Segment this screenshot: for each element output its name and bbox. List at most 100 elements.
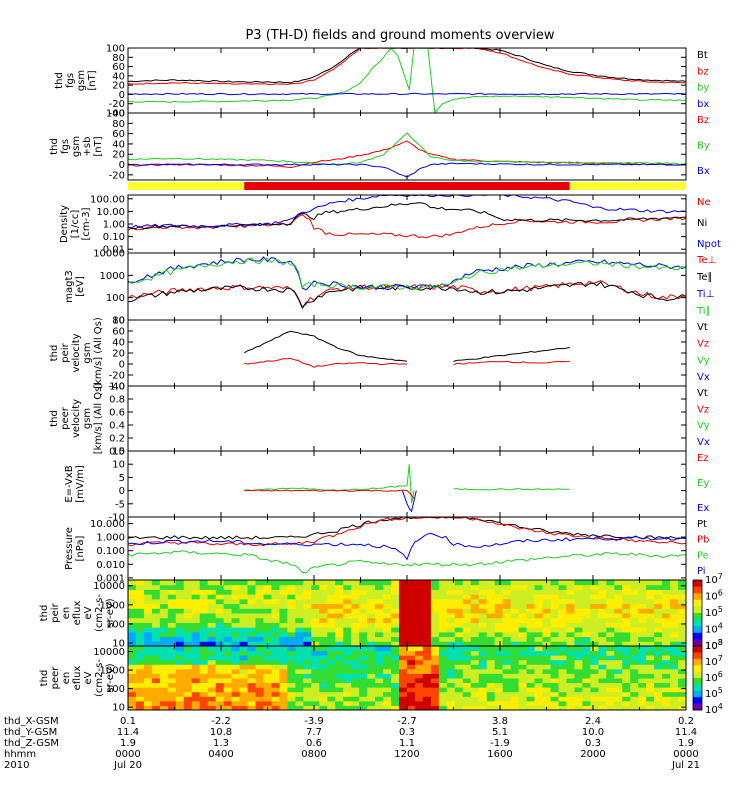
colorbar-peer_en_eflux: 104 105 106 107 108 [692, 638, 723, 716]
legend-entry: Vx [697, 437, 710, 448]
y-tick-label: 0 [119, 160, 125, 171]
y-axis-label: [nT] [87, 70, 98, 90]
footer-value: 1.3 [213, 738, 229, 749]
y-tick-label: 1000 [100, 600, 125, 611]
legend-entry: Ni [697, 218, 707, 229]
y-axis-label: eV [83, 606, 94, 619]
y-tick-label: 10.000 [90, 519, 125, 530]
footer-value: 0.6 [306, 738, 322, 749]
series-line-Pt [128, 517, 686, 540]
footer-row-label: hhmm [4, 749, 37, 760]
legend-entry: Vt [697, 322, 708, 333]
y-tick-label: 20 [112, 81, 125, 92]
y-axis-label: gsm [82, 342, 93, 363]
legend-entry: Vy [697, 421, 710, 432]
y-axis-label: [nPa] [75, 535, 86, 561]
y-axis-label: sr-eV) [105, 598, 116, 627]
panel-frame [127, 516, 687, 581]
y-tick-label: 60 [112, 327, 125, 338]
y-tick-label: -5 [115, 499, 125, 510]
y-axis-label: E=-VxB [64, 465, 75, 502]
y-axis-label: eflux [72, 666, 83, 691]
footer-value: 1200 [394, 749, 420, 760]
series-line-Ey [244, 464, 415, 504]
colorbar-label: 104 [705, 702, 723, 716]
y-axis-label: sr-eV) [105, 663, 116, 692]
series-line-Vt [453, 347, 570, 362]
footer-value: 1600 [487, 749, 513, 760]
series-line-Vt [244, 330, 408, 362]
legend-entry: Pi [697, 566, 706, 577]
y-tick-label: 0 [119, 360, 125, 371]
y-axis-label: thd [54, 72, 65, 89]
y-tick-label: 0.100 [96, 546, 125, 557]
colorbar-label: 108 [705, 638, 723, 652]
y-tick-label: 1000 [100, 271, 125, 282]
y-axis-label: magt3 [64, 270, 75, 303]
y-axis-label: peir [50, 602, 61, 622]
y-tick-label: 60 [112, 62, 125, 73]
panel-frame [127, 385, 687, 452]
panel-efield: Ez Ey Ex -10 -5 0 5 10 15 E=-VxB [mV/m] [64, 447, 709, 524]
legend-entry: Ey [697, 478, 709, 489]
y-axis-label: +sb [82, 137, 93, 157]
y-axis-label: thd [39, 670, 50, 687]
y-tick-label: 15 [112, 447, 125, 458]
legend-entry: Ex [697, 503, 709, 514]
footer-row-label: thd_Y-GSM [4, 727, 58, 738]
y-axis-label: peir [60, 342, 71, 362]
y-tick-label: 10000 [93, 581, 125, 592]
y-axis-label: (cm2-s- [94, 659, 105, 697]
footer-value: 0.3 [399, 727, 415, 738]
series-line-Vz [244, 357, 408, 368]
y-tick-label: -40 [109, 382, 125, 393]
y-tick-label: -40 [109, 109, 125, 120]
series-line-Pe [128, 550, 686, 574]
y-axis-label: gsm [76, 70, 87, 91]
footer-value: 0.2 [678, 716, 694, 727]
footer-value: 1.1 [399, 738, 415, 749]
footer-value: Jul 20 [114, 760, 142, 771]
legend-entry: by [697, 83, 709, 94]
footer-value: 0.1 [120, 716, 136, 727]
footer-value: 0000 [673, 749, 699, 760]
y-tick-label: 10 [112, 639, 125, 650]
colorbar-label: 104 [705, 622, 723, 636]
colorbar-label: 106 [705, 589, 723, 603]
page-title: P3 (TH-D) fields and ground moments over… [245, 28, 555, 43]
y-axis-label: [km/s] (All Qs) [93, 383, 104, 455]
footer-value: 0000 [115, 749, 141, 760]
y-axis-label: velocity [71, 399, 82, 438]
y-tick-label: 100 [106, 44, 125, 55]
footer-value: Jul 21 [672, 760, 700, 771]
y-axis-label: thd [49, 138, 60, 155]
footer-value: 11.4 [674, 727, 698, 738]
legend-entry: Pe [697, 550, 709, 561]
series-line-bx [128, 92, 686, 96]
mode-bar [128, 182, 686, 190]
footer-value: 2.4 [585, 716, 601, 727]
legend-entry: Bt [697, 50, 708, 61]
y-tick-label: -20 [109, 99, 125, 110]
y-axis-label: en [61, 672, 72, 685]
y-tick-label: 0.001 [96, 573, 125, 584]
y-axis-label: [eV] [75, 276, 86, 297]
footer-value: 0.3 [585, 738, 601, 749]
legend-entry: Te⊥ [696, 255, 716, 266]
legend-entry: Vx [697, 372, 710, 383]
footer-value: 10.0 [581, 727, 605, 738]
y-tick-label: 80 [112, 53, 125, 64]
colorbar-label: 107 [705, 572, 723, 586]
y-tick-label: 10000 [93, 647, 125, 658]
legend-entry: bz [697, 66, 709, 77]
series-line-Vz [453, 360, 570, 366]
y-tick-label: 10 [112, 316, 125, 327]
y-axis-label: [km/s] (All Qs) [93, 317, 104, 389]
series-line-By [128, 132, 686, 166]
y-axis-label: [1/cc] [70, 210, 81, 239]
series-line-Pi [128, 532, 686, 561]
y-tick-label: 0.2 [109, 434, 125, 445]
